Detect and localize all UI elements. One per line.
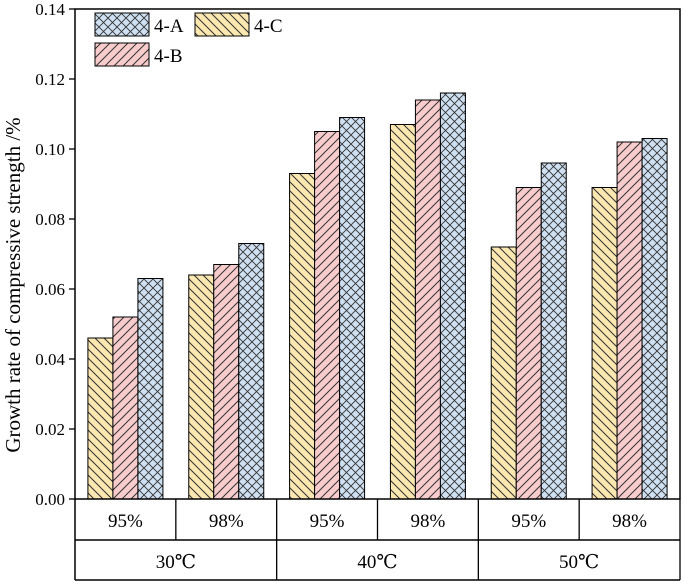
bar-4-C-6 <box>591 187 618 500</box>
group-label: 50℃ <box>559 552 599 573</box>
bar-4-A-3 <box>339 117 366 500</box>
bar-4-A-5 <box>540 162 567 500</box>
category-label: 98% <box>612 511 647 532</box>
legend-swatch-4-B <box>94 42 150 67</box>
bar-4-A-6 <box>641 138 668 500</box>
category-label: 98% <box>209 511 244 532</box>
y-tick-label: 0.10 <box>35 140 65 159</box>
bar-4-A-4 <box>439 92 466 500</box>
bar-4-A-1 <box>137 278 164 500</box>
legend-label-4-A: 4-A <box>154 16 184 37</box>
category-label: 95% <box>108 511 143 532</box>
group-label: 30℃ <box>156 552 196 573</box>
y-tick-label: 0.02 <box>35 420 65 439</box>
bar-4-C-4 <box>389 124 416 500</box>
y-tick-label: 0.12 <box>35 70 65 89</box>
legend-item-4-B: 4-B <box>94 42 183 67</box>
y-ticks: 0.00 0.02 0.04 0.06 0.08 0.10 0.12 0.14 <box>35 0 75 509</box>
legend-label-4-B: 4-B <box>154 46 183 67</box>
y-tick-label: 0.14 <box>35 0 65 19</box>
legend-swatch-4-C <box>194 12 250 37</box>
legend-item-4-C: 4-C <box>194 12 283 37</box>
y-axis: Growth rate of compressive strength /% 0… <box>1 0 75 509</box>
bar-4-C-3 <box>289 173 316 500</box>
bars <box>87 92 668 500</box>
bar-4-B-5 <box>515 187 542 500</box>
legend-label-4-C: 4-C <box>254 16 283 37</box>
bar-4-C-5 <box>490 246 517 500</box>
legend: 4-A 4-C 4-B <box>94 12 283 67</box>
bar-4-C-2 <box>188 274 215 500</box>
bar-4-A-2 <box>238 243 265 500</box>
bar-4-B-2 <box>213 264 240 500</box>
bar-4-B-1 <box>112 316 139 500</box>
y-axis-label: Growth rate of compressive strength /% <box>1 117 25 452</box>
y-tick-label: 0.06 <box>35 280 65 299</box>
y-tick-label: 0.08 <box>35 210 65 229</box>
category-axis: 95% 98% 95% 98% 95% 98% 30℃ 40℃ 50℃ <box>74 499 681 581</box>
y-tick-label: 0.00 <box>35 490 65 509</box>
legend-swatch-4-A <box>94 12 150 37</box>
group-label: 40℃ <box>357 552 397 573</box>
bar-4-B-3 <box>314 131 341 500</box>
bar-4-B-6 <box>616 141 643 500</box>
bar-4-C-1 <box>87 337 114 500</box>
plot-frame <box>74 8 681 500</box>
legend-item-4-A: 4-A <box>94 12 184 37</box>
bar-4-B-4 <box>414 99 441 500</box>
category-label: 98% <box>411 511 446 532</box>
category-label: 95% <box>511 511 546 532</box>
category-label: 95% <box>310 511 345 532</box>
y-tick-label: 0.04 <box>35 350 65 369</box>
